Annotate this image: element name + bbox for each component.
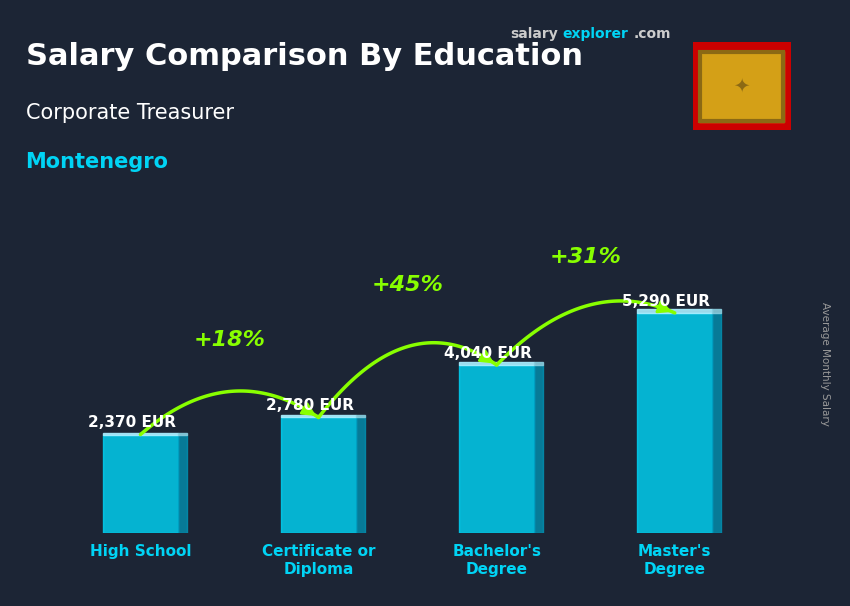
Bar xyxy=(178,435,187,533)
Bar xyxy=(103,435,178,533)
Text: +18%: +18% xyxy=(194,330,265,350)
Text: +45%: +45% xyxy=(371,275,444,295)
Text: salary: salary xyxy=(510,27,558,41)
Bar xyxy=(693,42,700,130)
Text: 4,040 EUR: 4,040 EUR xyxy=(444,345,532,361)
Bar xyxy=(178,433,187,435)
Bar xyxy=(103,433,178,435)
Text: .com: .com xyxy=(633,27,671,41)
Bar xyxy=(638,308,712,313)
Bar xyxy=(534,362,543,365)
Bar xyxy=(712,308,721,313)
Text: 2,780 EUR: 2,780 EUR xyxy=(266,398,354,413)
Bar xyxy=(712,313,721,533)
Text: 2,370 EUR: 2,370 EUR xyxy=(88,415,176,430)
Bar xyxy=(700,52,784,121)
Text: Salary Comparison By Education: Salary Comparison By Education xyxy=(26,42,582,72)
Bar xyxy=(693,42,791,52)
Text: ✦: ✦ xyxy=(734,77,750,96)
Text: Corporate Treasurer: Corporate Treasurer xyxy=(26,103,234,123)
Bar xyxy=(356,415,365,418)
Bar xyxy=(356,418,365,533)
Bar xyxy=(534,365,543,533)
Text: 5,290 EUR: 5,290 EUR xyxy=(622,293,710,308)
Bar xyxy=(700,52,784,121)
Text: Montenegro: Montenegro xyxy=(26,152,168,171)
Bar xyxy=(784,42,790,130)
Bar xyxy=(459,362,534,365)
Bar xyxy=(281,415,356,418)
Bar xyxy=(638,313,712,533)
Text: Average Monthly Salary: Average Monthly Salary xyxy=(820,302,830,425)
Bar xyxy=(459,365,534,533)
Text: +31%: +31% xyxy=(550,247,621,267)
Text: explorer: explorer xyxy=(563,27,628,41)
Bar xyxy=(281,418,356,533)
Bar xyxy=(693,121,791,130)
